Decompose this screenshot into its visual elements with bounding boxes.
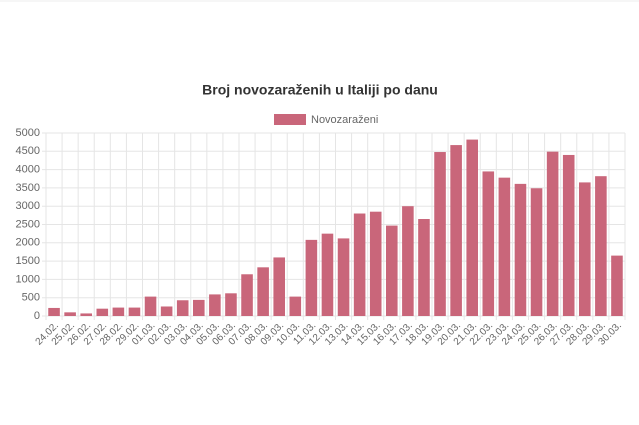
bar bbox=[402, 206, 414, 316]
bar bbox=[562, 154, 575, 316]
bar bbox=[434, 152, 446, 316]
bar bbox=[160, 306, 173, 316]
bar bbox=[611, 255, 623, 316]
bar bbox=[482, 171, 495, 316]
bar bbox=[418, 219, 430, 316]
bar bbox=[209, 294, 221, 316]
bar bbox=[530, 188, 543, 316]
bar bbox=[80, 313, 92, 316]
y-tick-label: 4000 bbox=[16, 164, 40, 176]
bar bbox=[546, 151, 559, 316]
y-tick-label: 0 bbox=[34, 310, 40, 322]
bar bbox=[112, 307, 125, 316]
bar bbox=[498, 177, 511, 316]
bar bbox=[595, 176, 607, 316]
y-tick-label: 1500 bbox=[16, 255, 40, 267]
bar bbox=[241, 274, 253, 316]
bar bbox=[514, 183, 527, 316]
bar bbox=[305, 239, 318, 316]
bar bbox=[450, 145, 462, 316]
bar bbox=[579, 182, 591, 316]
y-tick-label: 5000 bbox=[16, 127, 40, 139]
bar bbox=[289, 296, 302, 316]
bar bbox=[273, 257, 285, 316]
bar bbox=[176, 300, 189, 316]
legend-swatch bbox=[274, 114, 306, 125]
y-tick-label: 1000 bbox=[16, 273, 40, 285]
legend-label: Novozaraženi bbox=[311, 114, 378, 126]
bar bbox=[48, 307, 60, 316]
y-tick-label: 3000 bbox=[16, 200, 40, 212]
y-tick-label: 4500 bbox=[16, 145, 40, 157]
y-tick-label: 500 bbox=[22, 292, 40, 304]
bar bbox=[466, 139, 478, 316]
bar bbox=[386, 225, 398, 316]
bar bbox=[225, 293, 237, 316]
bar bbox=[144, 296, 157, 316]
bar bbox=[96, 308, 109, 316]
bar bbox=[369, 211, 382, 316]
bar bbox=[64, 312, 76, 316]
bar bbox=[257, 267, 269, 316]
bar bbox=[321, 233, 334, 316]
y-tick-label: 3500 bbox=[16, 182, 40, 194]
chart-title: Broj novozaraženih u Italiji po danu bbox=[202, 82, 438, 98]
bar bbox=[337, 238, 350, 316]
bar bbox=[193, 299, 205, 316]
bar bbox=[353, 213, 366, 316]
bar bbox=[128, 307, 141, 316]
y-tick-label: 2000 bbox=[16, 237, 40, 249]
y-tick-label: 2500 bbox=[16, 218, 40, 230]
